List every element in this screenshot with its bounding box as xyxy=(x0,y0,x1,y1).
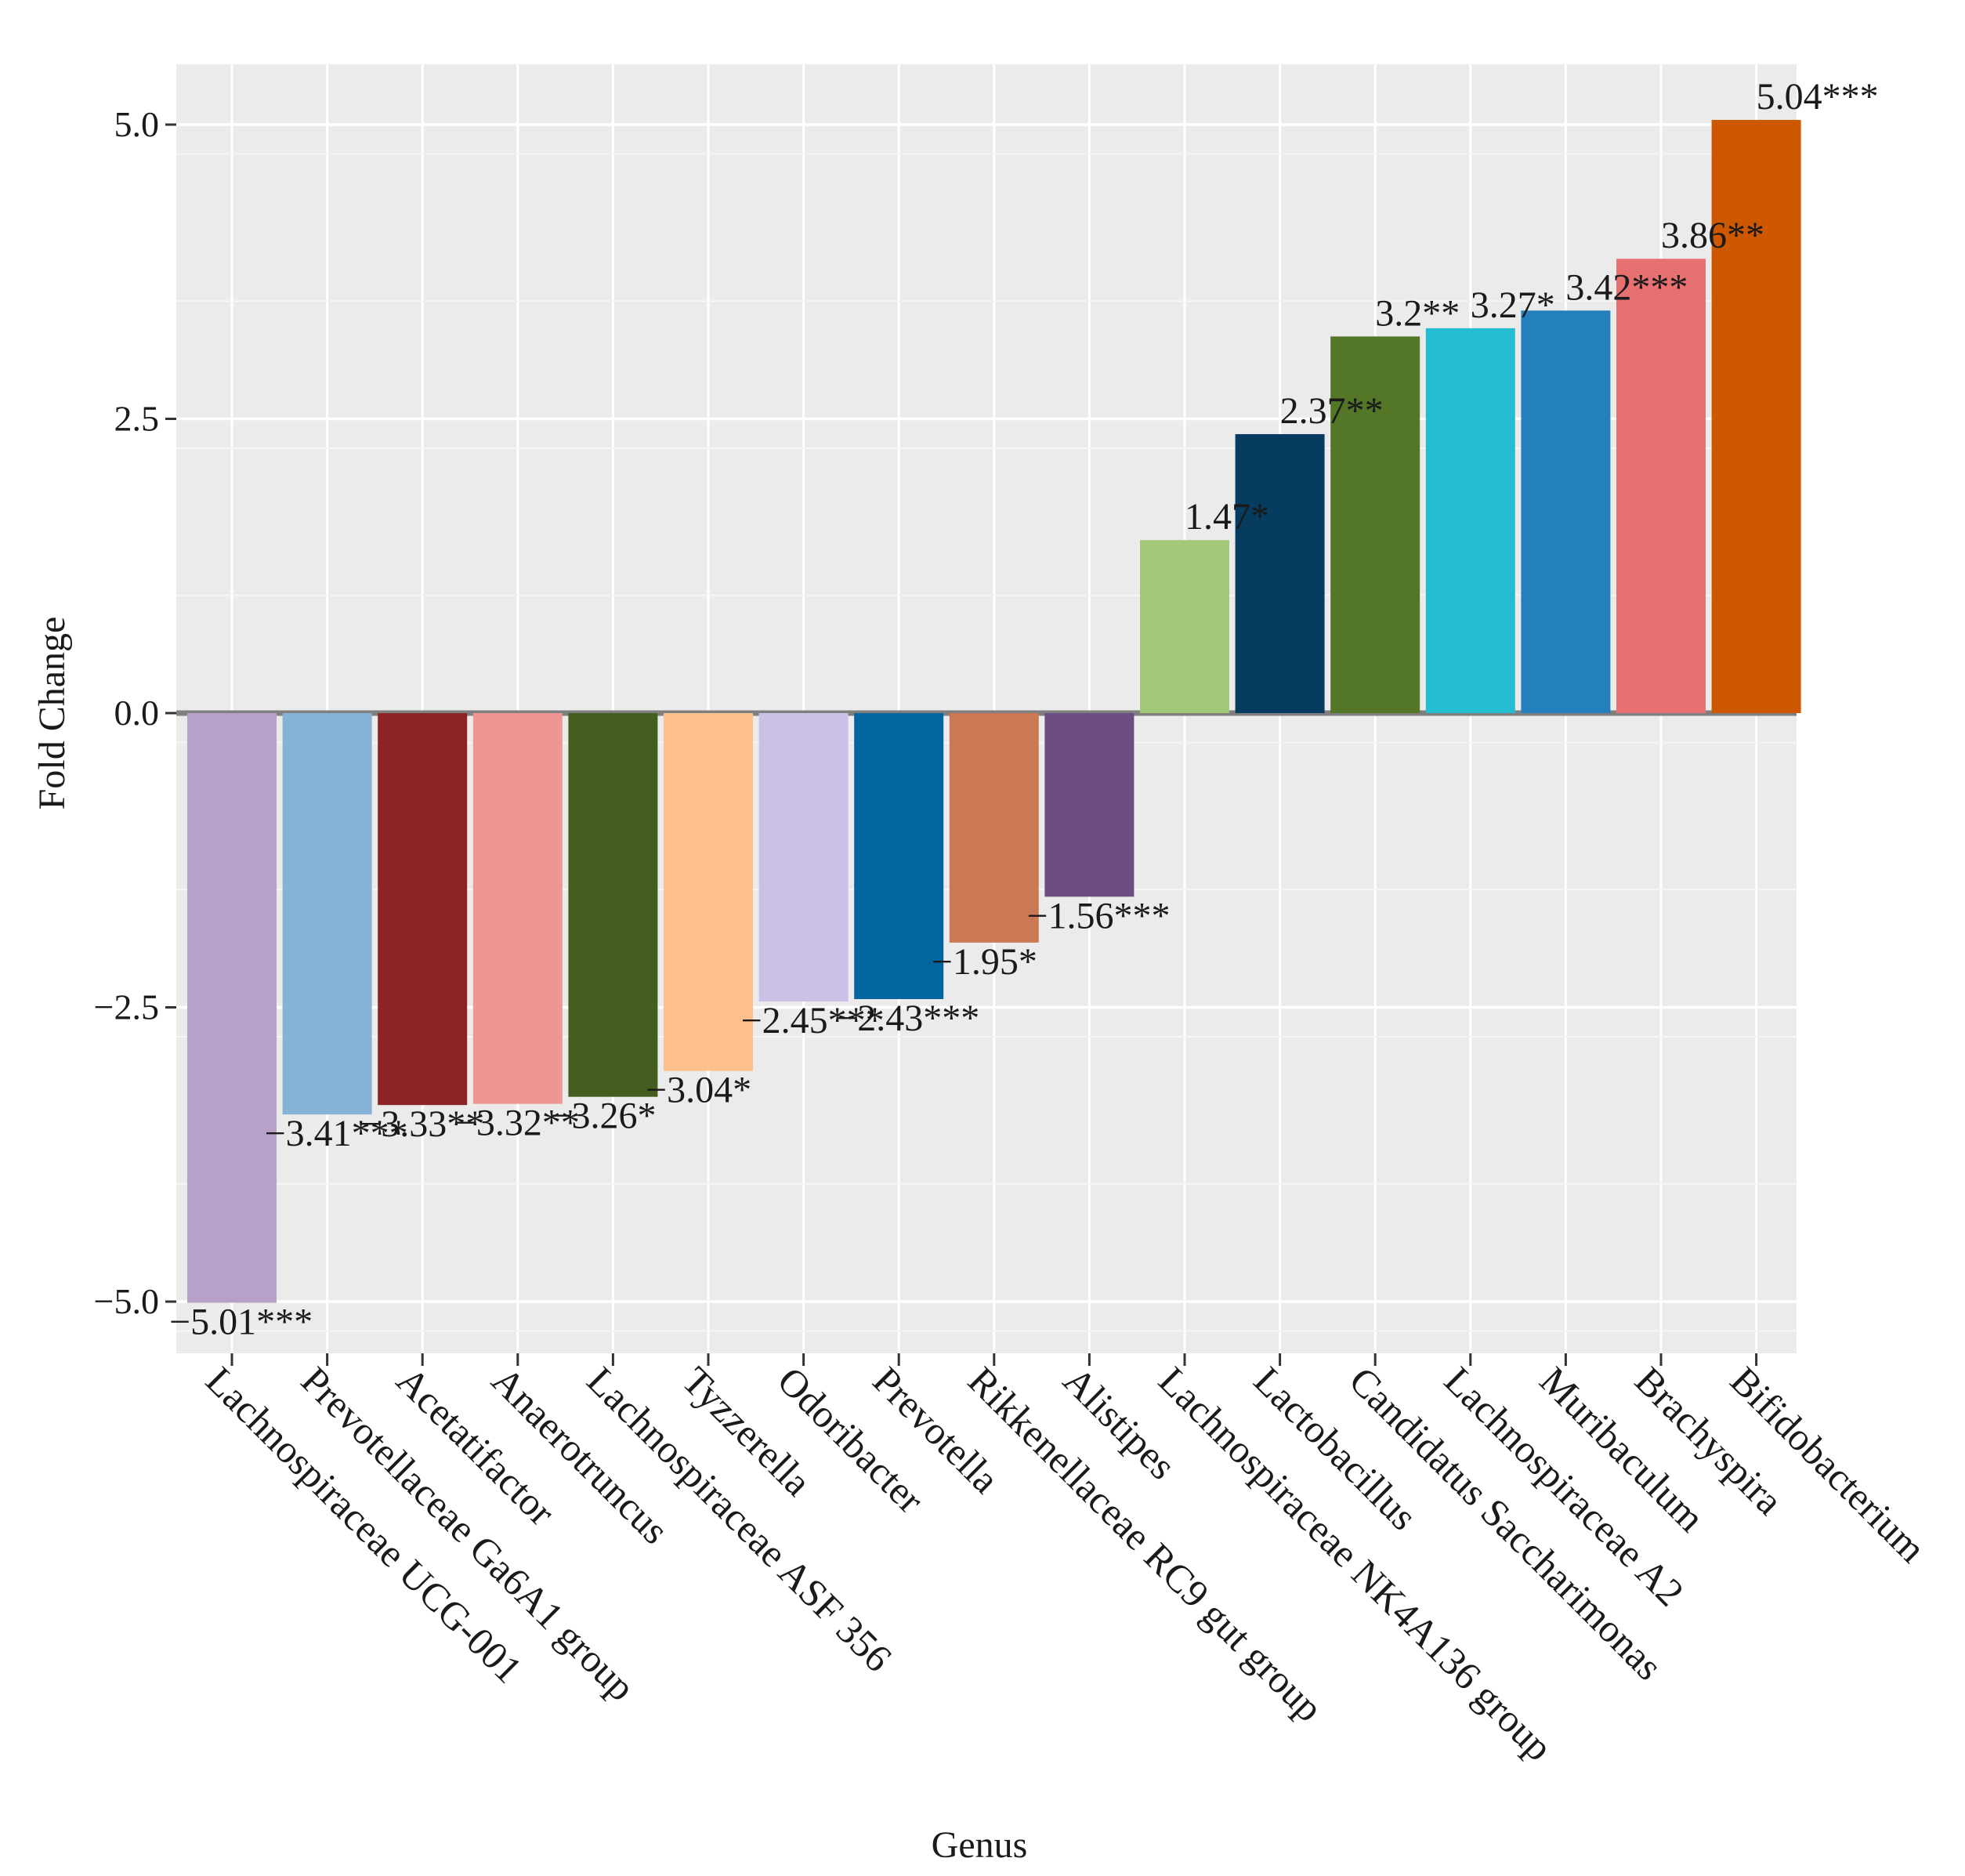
data-label: −5.01*** xyxy=(169,1302,313,1343)
bar xyxy=(1711,119,1801,713)
bar xyxy=(758,713,849,1001)
data-label: −3.33** xyxy=(360,1103,484,1145)
data-label: −3.32** xyxy=(455,1103,580,1144)
data-label: 3.86** xyxy=(1661,215,1764,256)
data-label: 1.47* xyxy=(1185,496,1269,538)
y-axis: 5.0 2.5 0.0 −2.5 −5.0 xyxy=(94,104,176,1321)
x-axis-title: Genus xyxy=(932,1824,1028,1866)
bar xyxy=(378,713,468,1106)
data-label: −3.04* xyxy=(646,1070,751,1111)
data-label: −3.41*** xyxy=(265,1113,408,1154)
data-label: 5.04*** xyxy=(1757,76,1879,118)
data-label: −3.26* xyxy=(550,1096,656,1137)
data-label: −1.56*** xyxy=(1026,895,1170,936)
data-label: −2.45*** xyxy=(741,1000,885,1041)
bar xyxy=(1235,434,1325,713)
y-tick-label: 5.0 xyxy=(114,104,160,144)
y-tick-label: −5.0 xyxy=(94,1281,159,1321)
y-tick-label: −2.5 xyxy=(94,987,159,1027)
bar xyxy=(1140,540,1229,713)
data-label: 3.2** xyxy=(1375,292,1460,334)
bars xyxy=(187,119,1801,1303)
data-label: −2.43*** xyxy=(836,998,979,1039)
bar xyxy=(568,713,658,1097)
bar xyxy=(282,713,372,1115)
bar xyxy=(187,713,277,1303)
data-label: −1.95* xyxy=(932,941,1037,983)
data-label: 3.27* xyxy=(1471,284,1555,326)
bar xyxy=(1425,328,1515,713)
bar xyxy=(854,713,944,999)
bar xyxy=(1521,310,1611,713)
bar xyxy=(949,713,1039,943)
bar xyxy=(1044,713,1134,897)
y-tick-label: 2.5 xyxy=(114,399,160,439)
bar xyxy=(472,713,563,1104)
bar xyxy=(1616,259,1706,713)
y-tick-label: 0.0 xyxy=(114,693,160,733)
bar xyxy=(1330,336,1420,713)
y-axis-title: Fold Change xyxy=(31,617,73,810)
data-label: 2.37** xyxy=(1280,390,1384,432)
data-labels: −5.01*** −3.41***−3.33**−3.32**−3.26*−3.0… xyxy=(169,76,1879,1343)
data-label: 3.42*** xyxy=(1565,266,1688,308)
bar xyxy=(664,713,753,1071)
